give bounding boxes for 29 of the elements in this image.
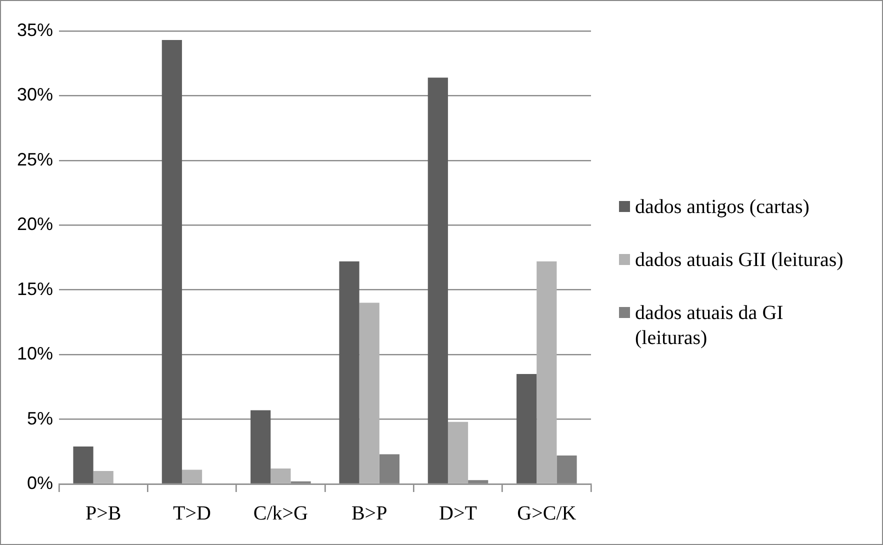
y-tick-label: 5%	[27, 408, 54, 428]
bar	[448, 422, 468, 484]
y-tick-label: 35%	[16, 20, 54, 40]
y-tick-label: 25%	[16, 149, 54, 170]
x-tick-label: T>D	[173, 502, 211, 524]
legend-label: dados atuais GII (leituras)	[635, 248, 844, 272]
bar	[250, 410, 271, 484]
bar	[536, 261, 557, 484]
legend-label: dados antigos (cartas)	[635, 194, 810, 220]
bar	[270, 468, 291, 484]
legend-label: dados atuais da GI (leituras)	[635, 300, 784, 350]
bar	[339, 261, 360, 484]
x-tick-label: B>P	[351, 502, 388, 524]
bar	[73, 446, 94, 484]
x-tick-label: C/k>G	[253, 502, 308, 524]
bar	[162, 40, 182, 484]
x-tick-label: D>T	[439, 502, 477, 524]
bar	[359, 302, 380, 484]
bar	[182, 470, 202, 484]
y-tick-label: 15%	[16, 278, 54, 299]
y-tick-label: 20%	[16, 214, 54, 234]
x-tick-label: P>B	[85, 502, 122, 524]
y-tick-label: 0%	[27, 472, 54, 493]
y-tick-label: 30%	[16, 84, 54, 105]
x-tick-label: G>C/K	[517, 502, 577, 524]
y-tick-label: 10%	[16, 344, 54, 364]
bar	[93, 471, 114, 484]
bar	[516, 374, 537, 484]
bar	[428, 78, 448, 484]
